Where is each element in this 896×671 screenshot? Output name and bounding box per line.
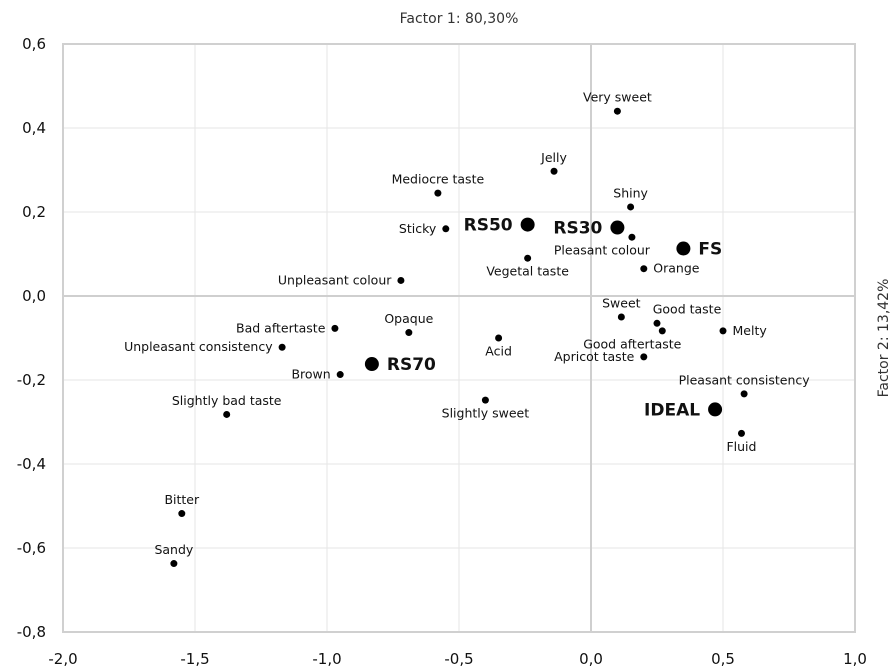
attribute-label: Sweet	[602, 296, 641, 311]
attribute-label: Unpleasant consistency	[124, 339, 273, 354]
x-axis-title: Factor 1: 80,30%	[400, 11, 519, 27]
y-tick-label: -0,2	[17, 371, 46, 389]
attribute-point	[442, 225, 450, 233]
product-label: IDEAL	[644, 400, 700, 420]
attribute-point	[178, 510, 186, 518]
attribute-label: Slightly bad taste	[172, 393, 282, 408]
data-marks: Very sweet Jelly Mediocre taste Shiny Sticky…	[124, 90, 811, 568]
attribute-point	[617, 313, 625, 321]
attribute-point	[170, 560, 178, 568]
product-point	[676, 241, 691, 256]
attribute-point	[278, 343, 286, 351]
attribute-label: Bad aftertaste	[236, 320, 326, 335]
attribute-label: Melty	[733, 323, 768, 338]
attribute-point	[740, 390, 748, 398]
attribute-point	[405, 329, 413, 337]
y-axis-title: Factor 2: 13,42%	[876, 279, 892, 398]
y-tick-label: -0,6	[17, 539, 46, 557]
attribute-label: Orange	[653, 261, 699, 276]
attribute-point	[331, 324, 339, 332]
y-tick-label: 0,2	[22, 203, 46, 221]
attribute-point	[524, 254, 532, 262]
attribute-label: Fluid	[726, 439, 756, 454]
attribute-point	[434, 189, 442, 197]
attribute-label: Good taste	[653, 301, 722, 316]
y-tick-label: 0,0	[22, 287, 46, 305]
product-label: RS30	[553, 219, 602, 239]
product-label: FS	[698, 240, 722, 260]
y-tick-label: 0,6	[22, 35, 46, 53]
product-label: RS50	[464, 216, 513, 236]
product-point	[708, 402, 723, 417]
x-tick-label: -1,5	[180, 650, 209, 668]
attribute-point	[628, 233, 636, 241]
y-tick-label: -0,4	[17, 455, 46, 473]
attribute-label: Pleasant colour	[554, 243, 651, 258]
attribute-point	[653, 319, 661, 327]
attribute-point	[627, 203, 635, 211]
attribute-point	[481, 396, 489, 404]
tick-labels: -2,0 -1,5 -1,0 -0,5 0,0 0,5 1,0 0,6 0,4 0,2 0,0 -0,…	[17, 35, 867, 668]
attribute-label: Mediocre taste	[392, 172, 485, 187]
attribute-point	[640, 265, 648, 273]
product-point	[610, 220, 625, 235]
x-tick-label: -0,5	[444, 650, 473, 668]
attribute-label: Acid	[485, 344, 512, 359]
attribute-point	[640, 353, 648, 361]
y-tick-label: 0,4	[22, 119, 46, 137]
x-tick-label: 1,0	[843, 650, 867, 668]
x-tick-label: -1,0	[312, 650, 341, 668]
attribute-label: Good aftertaste	[583, 336, 681, 351]
attribute-label: Apricot taste	[554, 349, 634, 364]
attribute-label: Opaque	[384, 311, 433, 326]
product-point	[364, 357, 379, 372]
attribute-point	[550, 167, 558, 175]
attribute-label: Bitter	[164, 492, 200, 507]
grid	[63, 44, 855, 632]
attribute-label: Pleasant consistency	[679, 372, 811, 387]
attribute-point	[658, 327, 666, 335]
attribute-label: Very sweet	[583, 90, 652, 105]
attribute-label: Sandy	[154, 542, 193, 557]
plot-frame	[62, 43, 856, 633]
attribute-label: Unpleasant colour	[278, 272, 392, 287]
attribute-point	[397, 276, 405, 284]
attribute-label: Vegetal taste	[486, 264, 569, 279]
product-label: RS70	[387, 355, 436, 375]
attribute-point	[223, 410, 231, 418]
attribute-point	[719, 327, 727, 335]
attribute-label: Slightly sweet	[442, 406, 530, 421]
x-tick-label: 0,5	[711, 650, 735, 668]
attribute-point	[495, 334, 503, 342]
attribute-label: Brown	[291, 367, 330, 382]
attribute-point	[613, 107, 621, 115]
attribute-label: Jelly	[540, 150, 567, 165]
attribute-label: Shiny	[613, 185, 648, 200]
product-point	[520, 217, 535, 232]
attribute-point	[336, 371, 344, 379]
y-tick-label: -0,8	[17, 623, 46, 641]
zero-axes	[63, 44, 855, 632]
x-tick-label: 0,0	[579, 650, 603, 668]
attribute-point	[737, 429, 745, 437]
x-tick-label: -2,0	[48, 650, 77, 668]
attribute-label: Sticky	[399, 221, 437, 236]
